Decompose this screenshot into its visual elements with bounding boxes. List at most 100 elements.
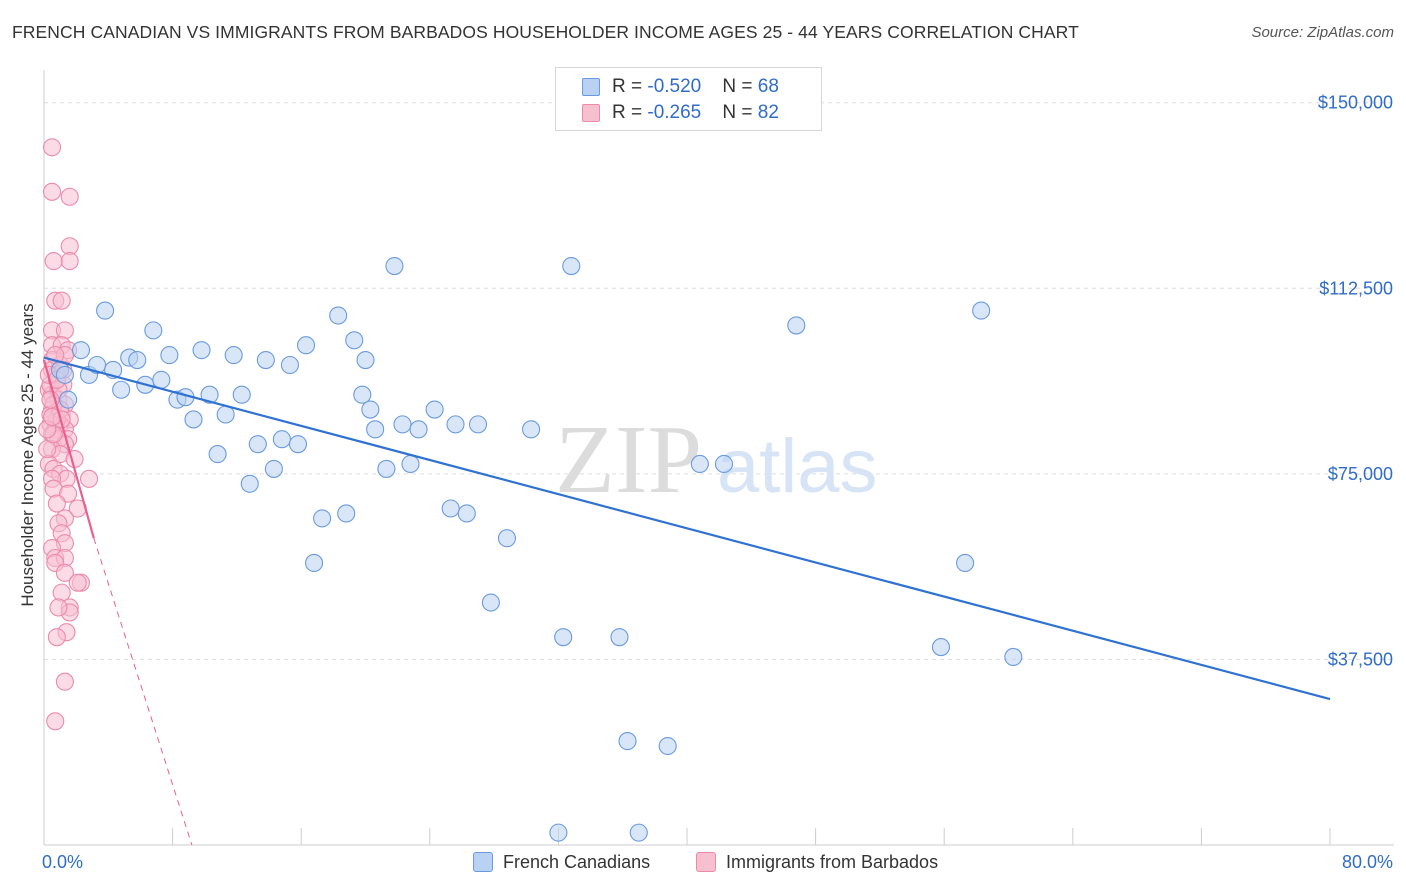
french-canadian-point [409,420,428,439]
french-canadian-point [280,355,299,375]
barbados-point [68,573,87,592]
y-tick-label: $37,500 [1328,649,1393,669]
y-axis-labels: $37,500 $75,000 $112,500 $150,000 [1318,93,1393,670]
french-canadian-point [931,638,951,657]
barbados-point [47,494,66,513]
barbados-point [44,252,63,271]
french-canadian-point [200,385,219,404]
bottom-legend-barbados: Immigrants from Barbados [696,852,938,873]
french-canadian-point [288,435,308,454]
legend-r-label: R = [612,102,648,123]
french-canadian-point [385,256,404,276]
y-tick-label: $112,500 [1319,278,1393,298]
french-canadian-point [690,454,709,474]
french-canadian-point [216,405,235,424]
y-axis-title: Householder Income Ages 25 - 44 years [18,303,37,607]
french-canadian-point [224,346,243,365]
legend-swatch-pink [582,104,600,122]
french-canadian-point [353,385,372,404]
french-canadian-point [401,454,420,474]
french-canadian-point [232,385,251,404]
barbados-point [60,187,79,206]
series-barbados [38,138,99,731]
barbados-point [65,449,84,469]
french-canadian-point [361,400,380,419]
french-canadian-point [272,430,291,449]
y-tick-label: $150,000 [1318,93,1393,113]
barbados-point [42,182,62,201]
barbados-point [52,583,71,602]
watermark-atlas: atlas [717,424,878,509]
barbados-trend-extension [93,538,193,846]
french-canadian-point [468,415,488,434]
watermark-zip: ZIP [555,406,702,514]
barbados-trend-line [42,359,95,539]
barbados-point [55,321,74,340]
french-canadian-point [160,346,179,365]
french-canadian-point [956,553,975,572]
french-canadian-point [481,593,500,612]
french-canadian-point [337,504,356,523]
source-label: Source: ZipAtlas.com [1251,24,1394,41]
french-canadian-point [562,256,581,276]
french-canadian-point [441,499,460,518]
french-canadian-point [329,306,348,325]
french-canadian-point [457,504,476,523]
barbados-point [60,252,79,271]
bottom-legend-swatch-blue [473,852,493,872]
bottom-legend-french-canadians: French Canadians [473,852,650,873]
legend-n-label: N = [722,76,758,97]
legend-r-label: R = [612,76,648,97]
french-canadian-point [972,301,991,320]
french-canadian-point [618,732,637,751]
legend-n-value: 82 [757,102,779,123]
legend-n-value: 68 [757,76,779,97]
legend-n-label: N = [722,102,758,123]
series-french-canadians [51,256,1023,842]
chart-title: FRENCH CANADIAN VS IMMIGRANTS FROM BARBA… [12,22,1079,42]
legend: R = -0.520 N = 68 R = -0.265 N = 82 [555,67,822,131]
barbados-point [46,712,65,731]
french-canadians-trend-line [43,356,1331,701]
french-canadian-point [554,628,573,647]
bottom-legend-label: French Canadians [503,852,651,872]
french-canadian-point [714,454,734,474]
grid-lines [44,102,1394,660]
bottom-legend-label: Immigrants from Barbados [726,852,939,872]
french-canadian-point [522,420,541,439]
french-canadian-point [425,400,444,419]
french-canadian-point [55,365,74,384]
x-tick-label-max: 80.0% [1341,852,1393,872]
french-canadian-point [610,628,629,647]
y-tick-label: $75,000 [1328,464,1393,484]
french-canadian-point [96,301,115,320]
barbados-point [42,138,62,157]
barbados-point [79,469,99,488]
legend-swatch-blue [582,78,600,96]
french-canadian-point [240,474,259,493]
french-canadian-point [192,341,211,360]
french-canadian-point [264,459,283,478]
legend-r-value: -0.520 [647,76,702,97]
x-axis-ticks [43,828,1331,845]
french-canadian-point [393,415,412,434]
trend-lines [42,356,1331,846]
french-canadian-point [366,420,385,439]
french-canadian-point [446,415,465,434]
french-canadian-point [658,736,677,756]
french-canadian-point [59,390,78,409]
french-canadian-point [497,529,517,548]
french-canadian-point [144,321,163,340]
barbados-point [52,291,71,310]
french-canadian-point [787,316,806,335]
french-canadian-point [305,553,324,572]
french-canadian-point [356,351,375,370]
french-canadian-point [313,509,332,528]
french-canadian-point [377,459,396,478]
french-canadian-point [256,351,275,370]
barbados-point [49,598,68,617]
bottom-legend-swatch-pink [696,852,716,872]
french-canadian-point [112,380,131,399]
french-canadian-point [248,435,267,454]
